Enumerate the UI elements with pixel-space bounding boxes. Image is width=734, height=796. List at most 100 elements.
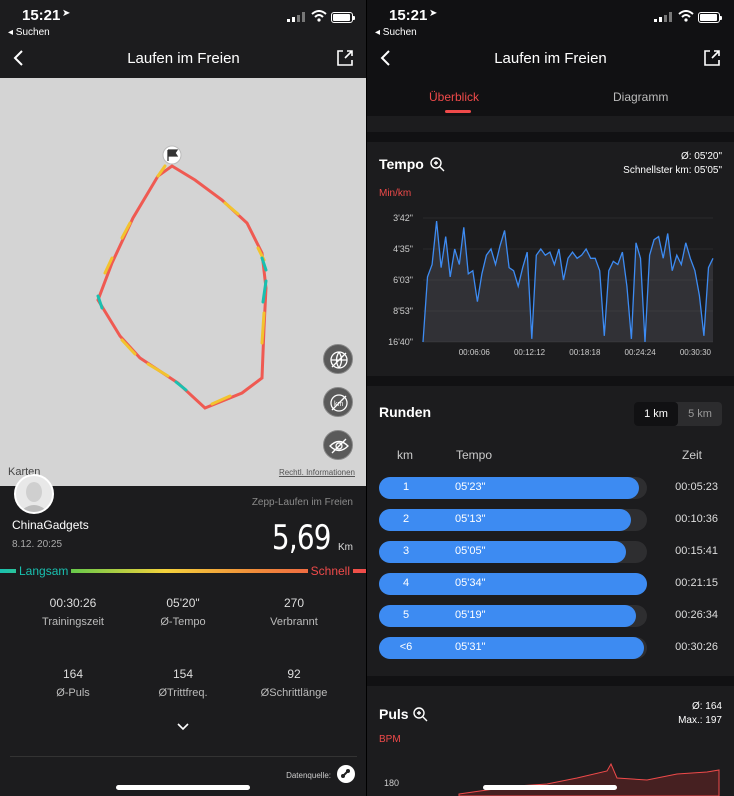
lap-row[interactable]: 3 05'05" — [379, 541, 647, 563]
lap-row[interactable]: 2 05'13" — [379, 509, 647, 531]
data-source-icon[interactable] — [337, 765, 355, 783]
km-markers-toggle-button[interactable]: km — [323, 387, 353, 417]
tempo-xtick: 00:30:30 — [680, 348, 712, 357]
stat-value: 164 — [62, 667, 84, 681]
active-tab-indicator — [445, 110, 471, 113]
pulse-title: Puls — [379, 706, 409, 722]
pulse-chart-preview — [458, 762, 720, 796]
hide-route-toggle-button[interactable] — [323, 430, 353, 460]
wifi-icon — [678, 10, 694, 22]
data-source-label: Datenquelle: — [286, 771, 331, 780]
tab-overview[interactable]: Überblick — [429, 90, 480, 104]
segment-5km[interactable]: 5 km — [688, 408, 712, 420]
route-map[interactable]: km Karten Rechtl. Informationen — [0, 78, 367, 486]
wifi-icon — [311, 10, 327, 22]
tempo-card: Tempo Ø: 05'20" Schnellster km: 05'05" M… — [367, 142, 734, 376]
stat-label: Trainingszeit — [42, 616, 104, 628]
lap-pace-bar — [379, 477, 639, 499]
lap-distance-segmented-control: 1 km 5 km — [634, 402, 722, 426]
lap-pace-bar — [379, 509, 631, 531]
stat-avg-heart-rate: 164 Ø-Puls — [18, 667, 128, 699]
pace-fast-label: Schnell — [307, 564, 353, 578]
col-tempo-header: Tempo — [456, 448, 493, 462]
tempo-title: Tempo — [379, 156, 424, 172]
user-photo-icon — [20, 482, 48, 512]
tempo-summary: Ø: 05'20" Schnellster km: 05'05" — [623, 150, 722, 178]
share-icon[interactable] — [702, 48, 722, 68]
lap-time: 00:21:15 — [675, 577, 718, 589]
tempo-chart[interactable]: 3'42" 4'35" 6'03" 8'53" 16'40" 00:06:06 00:12… — [367, 142, 734, 376]
lap-km: 5 — [402, 609, 410, 621]
tab-diagram[interactable]: Diagramm — [613, 90, 669, 104]
svg-text:km: km — [334, 401, 344, 408]
pulse-unit: BPM — [379, 734, 401, 745]
status-bar: 15:21 ➤ ◂ Suchen — [0, 0, 367, 40]
tempo-unit: Min/km — [379, 188, 412, 199]
status-time: 15:21 — [389, 7, 428, 24]
stat-calories: 270 Verbrannt — [239, 596, 349, 628]
map-layer-toggle-button[interactable] — [323, 344, 353, 374]
tempo-ytick: 8'53" — [393, 306, 413, 316]
route-path — [96, 145, 268, 410]
zoom-in-icon[interactable] — [429, 156, 445, 172]
signal-icon — [654, 12, 672, 22]
home-indicator[interactable] — [483, 785, 617, 790]
stat-avg-stride: 92 ØSchrittlänge — [239, 667, 349, 699]
lap-time: 00:15:41 — [675, 545, 718, 557]
lap-pace-bar — [379, 637, 645, 659]
nav-bar: Laufen im Freien — [367, 44, 734, 74]
status-time: 15:21 — [22, 7, 61, 24]
page-title: Laufen im Freien — [494, 50, 607, 67]
status-bar: 15:21 ➤ ◂ Suchen — [367, 0, 734, 40]
segment-1km[interactable]: 1 km — [634, 402, 678, 426]
home-indicator[interactable] — [116, 785, 250, 790]
lap-time: 00:30:26 — [675, 641, 718, 653]
laps-card: Runden 1 km 5 km — [367, 386, 734, 676]
avatar[interactable] — [14, 474, 54, 514]
nav-bar: Laufen im Freien — [0, 44, 367, 74]
stat-label: Verbrannt — [270, 616, 318, 628]
zoom-in-icon[interactable] — [412, 706, 428, 722]
stat-training-time: 00:30:26 Trainingszeit — [18, 596, 128, 628]
activity-summary-screen: 15:21 ➤ ◂ Suchen Laufen im Freien — [0, 0, 367, 796]
col-time-header: Zeit — [682, 448, 703, 462]
lap-km: <6 — [399, 641, 413, 653]
lap-tempo: 05'19" — [455, 609, 486, 621]
tempo-ytick: 16'40" — [388, 337, 413, 347]
expand-chevron-icon[interactable] — [175, 720, 191, 732]
tempo-ytick: 3'42" — [393, 213, 413, 223]
lap-time: 00:05:23 — [675, 481, 718, 493]
lap-row[interactable]: 4 05'34" — [379, 573, 647, 595]
link-icon — [341, 769, 350, 778]
stat-label: ØTrittfreq. — [158, 687, 208, 699]
back-chevron-icon[interactable] — [10, 46, 30, 70]
lap-row[interactable]: 5 05'19" — [379, 605, 647, 627]
lap-row[interactable]: 1 05'23" — [379, 477, 647, 499]
back-chevron-icon[interactable] — [377, 46, 397, 70]
pulse-max: Max.: 197 — [678, 715, 722, 726]
battery-icon — [331, 12, 355, 23]
source-app-label: Zepp-Laufen im Freien — [251, 497, 353, 508]
share-icon[interactable] — [335, 48, 355, 68]
back-to-app-link[interactable]: ◂ Suchen — [375, 27, 417, 38]
laps-title: Runden — [379, 404, 432, 420]
lap-km: 1 — [402, 481, 410, 493]
signal-icon — [287, 12, 305, 22]
legal-info-link[interactable]: Rechtl. Informationen — [278, 468, 355, 477]
lap-km: 4 — [402, 577, 410, 589]
tempo-fastest: Schnellster km: 05'05" — [623, 165, 722, 176]
lap-tempo: 05'34" — [455, 577, 486, 589]
activity-details-screen: 15:21 ➤ ◂ Suchen Laufen im Freien Überbl… — [367, 0, 734, 796]
lap-km: 3 — [402, 545, 410, 557]
tempo-line — [422, 221, 714, 343]
tempo-xtick: 00:12:12 — [514, 348, 546, 357]
pulse-avg: Ø: 164 — [691, 701, 722, 712]
tempo-avg: Ø: 05'20" — [680, 151, 722, 162]
lap-pace-bar — [379, 605, 637, 627]
divider — [10, 756, 357, 757]
back-to-app-link[interactable]: ◂ Suchen — [8, 27, 50, 38]
tempo-ytick: 6'03" — [393, 275, 413, 285]
distance-unit: Km — [338, 542, 353, 553]
tempo-area — [423, 221, 713, 342]
lap-row[interactable]: <6 05'31" — [379, 637, 647, 659]
